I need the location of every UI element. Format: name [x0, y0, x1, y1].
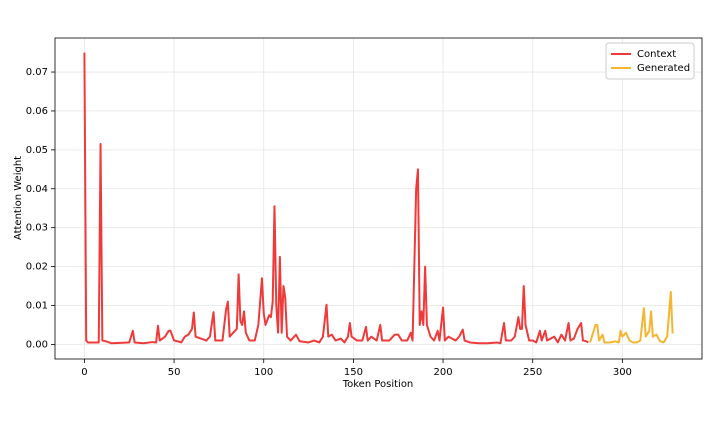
legend-label: Generated [637, 63, 690, 74]
x-tick-label: 300 [613, 367, 632, 378]
y-tick-label: 0.03 [26, 223, 48, 234]
x-tick-label: 0 [81, 367, 87, 378]
legend-label: Context [637, 49, 676, 60]
x-tick-label: 150 [344, 367, 363, 378]
y-tick-label: 0.07 [26, 67, 48, 78]
plot-frame [54, 37, 703, 360]
y-tick-label: 0.02 [26, 262, 48, 273]
legend-box [605, 42, 695, 80]
y-tick-label: 0.06 [26, 106, 48, 117]
x-tick-label: 250 [523, 367, 542, 378]
x-tick-label: 100 [254, 367, 273, 378]
series-line [589, 290, 674, 344]
x-axis-label: Token Position [342, 379, 414, 390]
legend: Context Generated [605, 42, 695, 80]
y-tick-label: 0.04 [26, 184, 48, 195]
y-tick-label: 0.05 [26, 145, 48, 156]
x-tick-label: 200 [434, 367, 453, 378]
y-tick-label: 0.00 [26, 339, 48, 350]
x-tick-label: 50 [168, 367, 181, 378]
y-tick-label: 0.01 [26, 301, 48, 312]
y-axis-label: Attention Weight [13, 156, 24, 240]
series-line [83, 52, 589, 345]
